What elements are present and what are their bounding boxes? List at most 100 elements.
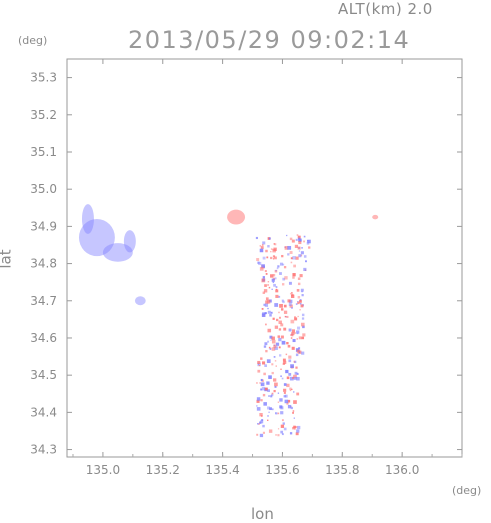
y-tick-label: 34.6 xyxy=(30,331,57,345)
echo-cell-positive xyxy=(275,294,279,298)
echo-cell-positive xyxy=(262,291,266,294)
echo-cell-positive xyxy=(275,434,277,436)
echo-cell-negative xyxy=(305,260,307,263)
echo-cell-positive xyxy=(264,387,268,391)
echo-cell-negative xyxy=(281,340,286,345)
echo-cell-negative xyxy=(257,261,260,264)
echo-region-positive xyxy=(227,209,246,225)
echo-cell-negative xyxy=(288,359,292,363)
echo-cell-negative xyxy=(279,272,282,275)
echo-cell-positive xyxy=(295,432,299,436)
echo-cell-negative xyxy=(306,242,310,245)
echo-cell-positive xyxy=(275,288,278,291)
echo-cell-positive xyxy=(273,389,276,393)
echo-cell-positive xyxy=(271,347,276,351)
echo-cell-negative xyxy=(259,433,264,438)
echo-cell-negative xyxy=(301,247,303,249)
echo-cell-positive xyxy=(264,300,269,304)
echo-cell-positive xyxy=(290,257,293,260)
x-tick-label: 135.8 xyxy=(325,463,359,477)
y-tick-label: 35.3 xyxy=(30,71,57,85)
echo-cell-positive xyxy=(281,254,284,258)
echo-cell-positive xyxy=(271,336,275,340)
echo-cell-positive xyxy=(277,412,280,415)
echo-cell-positive xyxy=(258,423,260,425)
echo-cell-negative xyxy=(298,250,301,252)
echo-cell-positive xyxy=(264,284,267,287)
echo-cell-positive xyxy=(261,379,265,382)
echo-cell-positive xyxy=(263,372,266,376)
echo-cell-negative xyxy=(277,392,280,394)
echo-cell-positive xyxy=(298,240,302,245)
echo-cell-negative xyxy=(264,342,268,346)
echo-cell-positive xyxy=(293,360,296,363)
echo-cell-positive xyxy=(274,360,277,362)
echo-cell-positive xyxy=(283,360,287,364)
echo-cell-negative xyxy=(281,377,284,380)
echo-cell-negative xyxy=(263,402,267,406)
echo-cell-negative xyxy=(303,255,307,258)
echo-cell-negative xyxy=(271,278,275,282)
y-tick-label: 34.3 xyxy=(30,443,57,457)
echo-region-negative xyxy=(78,218,115,257)
echo-cell-positive xyxy=(290,334,292,336)
echo-cell-positive xyxy=(267,419,269,422)
echo-cell-negative xyxy=(301,317,305,320)
echo-cell-negative xyxy=(270,339,272,341)
echo-cell-negative xyxy=(280,430,284,434)
echo-cell-negative xyxy=(296,372,299,375)
echo-cell-positive xyxy=(308,246,311,249)
echo-cell-negative xyxy=(274,346,278,350)
echo-cell-negative xyxy=(263,303,266,306)
x-unit-label: (deg) xyxy=(452,484,482,497)
echo-cell-positive xyxy=(283,266,287,269)
echo-cell-negative xyxy=(268,395,270,397)
echo-cell-negative xyxy=(257,362,261,367)
echo-cell-negative xyxy=(283,395,286,398)
altitude-label: ALT(km) 2.0 xyxy=(338,0,433,18)
echo-cell-positive xyxy=(290,294,295,298)
echo-cell-negative xyxy=(257,363,260,365)
echo-cell-positive xyxy=(283,327,287,331)
echo-cell-negative xyxy=(258,261,262,266)
echo-cell-positive xyxy=(259,245,262,247)
x-tick-label: 135.0 xyxy=(86,463,120,477)
echo-cell-positive xyxy=(280,368,282,370)
echo-cell-positive xyxy=(270,248,273,250)
y-tick-label: 34.8 xyxy=(30,257,57,271)
echo-cell-positive xyxy=(270,274,274,278)
echo-cell-positive xyxy=(293,400,297,404)
x-axis-label: lon xyxy=(251,505,274,523)
echo-cell-positive xyxy=(303,240,305,243)
echo-cell-positive xyxy=(280,424,285,428)
y-unit-label: (deg) xyxy=(18,34,48,47)
echo-cell-positive xyxy=(273,247,277,252)
echo-cell-negative xyxy=(267,389,270,393)
echo-cell-positive xyxy=(290,291,293,294)
echo-cell-negative xyxy=(279,354,282,357)
echo-cell-positive xyxy=(297,295,301,299)
echo-cell-positive xyxy=(292,411,294,414)
echo-cell-negative xyxy=(300,251,304,255)
echo-cell-negative xyxy=(266,381,270,385)
echo-cell-negative xyxy=(281,299,284,302)
echo-cell-negative xyxy=(274,303,279,307)
echo-cell-negative xyxy=(274,385,277,388)
echo-cell-negative xyxy=(297,425,301,430)
echo-cell-negative xyxy=(290,406,293,410)
echo-cell-negative xyxy=(298,254,302,258)
echo-cell-negative xyxy=(264,312,267,315)
echo-cell-positive xyxy=(282,358,286,362)
y-tick-label: 35.0 xyxy=(30,182,57,196)
echo-cell-negative xyxy=(290,364,294,369)
echo-cell-positive xyxy=(290,261,293,264)
echo-cell-positive xyxy=(289,304,293,308)
echo-cell-negative xyxy=(283,427,287,431)
echo-cell-positive xyxy=(295,366,298,369)
echo-cell-negative xyxy=(293,376,297,380)
echo-cell-positive xyxy=(267,284,270,286)
y-tick-label: 34.7 xyxy=(30,294,57,308)
echo-cell-negative xyxy=(289,376,294,381)
echo-cell-positive xyxy=(291,293,294,297)
